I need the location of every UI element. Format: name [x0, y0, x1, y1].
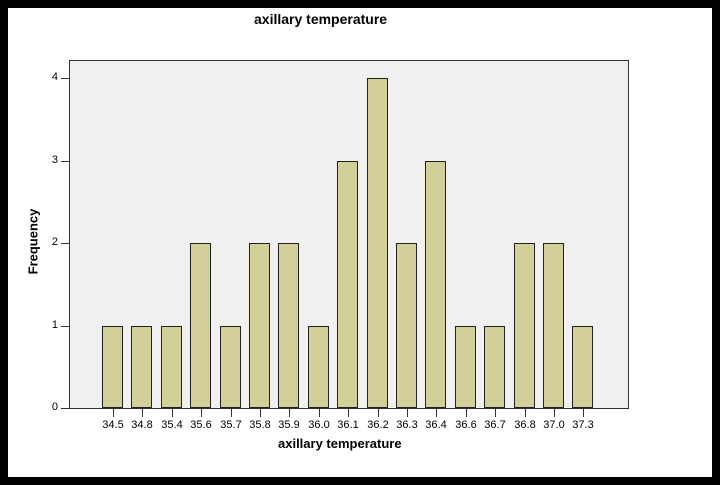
- chart-title: axillary temperature: [254, 11, 388, 27]
- x-tick: [495, 409, 496, 417]
- x-tick-label: 35.4: [161, 419, 183, 431]
- y-tick-label: 0: [51, 401, 58, 413]
- y-tick: [61, 408, 69, 409]
- x-tick: [436, 409, 437, 417]
- x-tick: [554, 409, 555, 417]
- bar-35.7: [219, 325, 241, 408]
- bar-36.7: [484, 325, 506, 408]
- y-tick: [61, 243, 69, 244]
- x-tick: [113, 409, 114, 417]
- bar-35.9: [278, 243, 300, 408]
- bar-37.0: [543, 243, 564, 408]
- chart-canvas: axillary temperature Frequency axillary …: [8, 8, 712, 477]
- x-tick: [319, 409, 320, 417]
- bar-36.4: [425, 160, 447, 408]
- y-tick-label: 3: [51, 154, 58, 166]
- bar-35.4: [160, 325, 182, 408]
- bar-35.8: [249, 243, 270, 408]
- bar-36.2: [366, 78, 388, 408]
- x-tick-label: 36.1: [337, 419, 359, 431]
- x-tick-label: 37.3: [572, 419, 594, 431]
- bar-34.8: [131, 325, 153, 408]
- x-axis-title: axillary temperature: [278, 436, 402, 451]
- x-tick-label: 36.3: [396, 419, 418, 431]
- y-tick-label: 4: [51, 71, 58, 83]
- bar-34.5: [102, 325, 123, 408]
- x-tick-label: 35.8: [249, 419, 271, 431]
- x-tick-label: 35.6: [190, 419, 212, 431]
- x-tick: [260, 409, 261, 417]
- x-tick: [466, 409, 467, 417]
- x-tick-label: 34.8: [131, 419, 153, 431]
- y-axis-title: Frequency: [25, 208, 41, 275]
- x-tick: [172, 409, 173, 417]
- x-tick: [231, 409, 232, 417]
- x-tick-label: 35.7: [220, 419, 242, 431]
- y-tick: [61, 78, 69, 79]
- x-tick: [348, 409, 349, 417]
- bar-36.0: [307, 325, 329, 408]
- bar-36.6: [454, 325, 476, 408]
- x-tick: [142, 409, 143, 417]
- bar-35.6: [190, 243, 212, 408]
- y-tick: [61, 326, 69, 327]
- bar-36.3: [396, 243, 417, 408]
- bar-36.8: [513, 243, 535, 408]
- x-tick: [583, 409, 584, 417]
- x-tick-label: 36.6: [455, 419, 477, 431]
- y-tick-label: 1: [51, 319, 58, 331]
- bar-36.1: [337, 160, 359, 408]
- y-tick-label: 2: [51, 236, 58, 248]
- x-tick-label: 36.8: [514, 419, 536, 431]
- bar-37.3: [572, 325, 594, 408]
- plot-area: [69, 60, 629, 409]
- x-tick-label: 37.0: [543, 419, 565, 431]
- x-tick-label: 36.2: [367, 419, 389, 431]
- x-tick: [201, 409, 202, 417]
- x-tick-label: 36.0: [308, 419, 330, 431]
- y-tick: [61, 161, 69, 162]
- x-tick-label: 35.9: [278, 419, 300, 431]
- x-tick: [378, 409, 379, 417]
- x-tick: [407, 409, 408, 417]
- x-tick: [525, 409, 526, 417]
- x-tick-label: 36.7: [484, 419, 506, 431]
- x-tick: [289, 409, 290, 417]
- x-tick-label: 34.5: [102, 419, 124, 431]
- x-tick-label: 36.4: [425, 419, 447, 431]
